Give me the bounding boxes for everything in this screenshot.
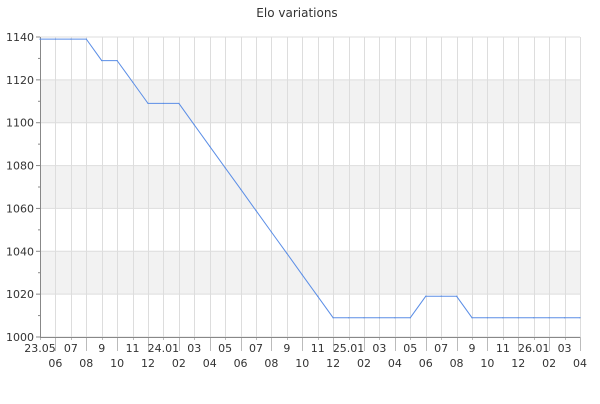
x-tick-label: 25.01 (333, 342, 365, 355)
x-tick-label: 9 (469, 342, 476, 355)
data-point (563, 317, 566, 319)
data-point (193, 124, 195, 126)
x-tick-label: 12 (141, 357, 155, 370)
data-point (270, 231, 273, 233)
chart-title: Elo variations (256, 6, 337, 20)
data-point (425, 295, 427, 297)
x-tick-label: 12 (326, 357, 340, 370)
x-tick-label: 26.01 (518, 342, 550, 355)
data-point (471, 317, 473, 319)
data-point (378, 317, 381, 319)
x-tick-label: 24.01 (148, 342, 180, 355)
x-tick-label: 11 (496, 342, 510, 355)
data-point (39, 38, 41, 40)
data-point (301, 274, 303, 276)
x-tick-label: 03 (372, 342, 386, 355)
data-point (70, 38, 72, 40)
elo-line (40, 38, 580, 319)
y-tick-label: 1060 (6, 202, 34, 215)
x-tick-label: 9 (283, 342, 290, 355)
x-tick-label: 03 (187, 342, 201, 355)
x-tick-label: 10 (110, 357, 124, 370)
data-point (286, 252, 288, 255)
x-tick-label: 11 (126, 342, 140, 355)
data-point (409, 317, 411, 319)
x-tick-label: 10 (295, 357, 309, 370)
data-point (209, 145, 211, 147)
data-point (347, 317, 350, 319)
x-tick-label: 02 (357, 357, 371, 370)
x-tick-label: 12 (511, 357, 525, 370)
x-tick-label: 11 (311, 342, 325, 355)
data-point (440, 295, 442, 297)
x-tick-label: 05 (403, 342, 417, 355)
x-tick-label: 10 (480, 357, 494, 370)
data-point (178, 102, 180, 105)
x-tick-label: 05 (218, 342, 232, 355)
x-tick-label: 06 (48, 357, 62, 370)
data-point (147, 102, 149, 105)
grid-band (40, 251, 580, 295)
data-point (162, 102, 165, 105)
x-tick-label: 04 (388, 357, 402, 370)
data-point (502, 317, 504, 319)
x-tick-label: 07 (249, 342, 263, 355)
y-tick-label: 1140 (6, 31, 34, 44)
x-tick-label: 06 (234, 357, 248, 370)
x-tick-label: 08 (450, 357, 464, 370)
x-tick-label: 07 (64, 342, 78, 355)
data-point (579, 317, 581, 319)
data-point (255, 209, 257, 212)
x-tick-label: 02 (542, 357, 556, 370)
y-tick-label: 1020 (6, 288, 34, 301)
x-tick-label: 23.05 (24, 342, 56, 355)
data-point (317, 295, 319, 297)
data-point (239, 188, 242, 190)
x-tick-label: 08 (79, 357, 93, 370)
data-point (533, 317, 535, 319)
data-point (394, 317, 396, 319)
data-point (131, 81, 134, 83)
data-point (455, 295, 458, 297)
y-tick-label: 1100 (6, 117, 34, 130)
data-point (116, 59, 118, 62)
y-tick-label: 1080 (6, 160, 34, 173)
x-tick-label: 9 (98, 342, 105, 355)
x-tick-label: 08 (264, 357, 278, 370)
grid-band (40, 165, 580, 209)
data-point (85, 38, 87, 40)
data-point (517, 317, 519, 319)
data-point (101, 59, 103, 62)
grid-band (40, 79, 580, 123)
data-point (224, 167, 226, 169)
data-point (363, 317, 365, 319)
y-tick-label: 1120 (6, 74, 34, 87)
data-point (548, 317, 550, 319)
data-point (486, 317, 489, 319)
y-tick-label: 1040 (6, 245, 34, 258)
x-tick-label: 04 (203, 357, 217, 370)
y-tick-label: 1000 (6, 331, 34, 344)
x-tick-label: 06 (419, 357, 433, 370)
x-tick-label: 02 (172, 357, 186, 370)
data-point (332, 317, 334, 319)
x-tick-label: 04 (573, 357, 587, 370)
x-tick-label: 03 (558, 342, 572, 355)
x-tick-label: 07 (434, 342, 448, 355)
data-point (54, 38, 57, 40)
